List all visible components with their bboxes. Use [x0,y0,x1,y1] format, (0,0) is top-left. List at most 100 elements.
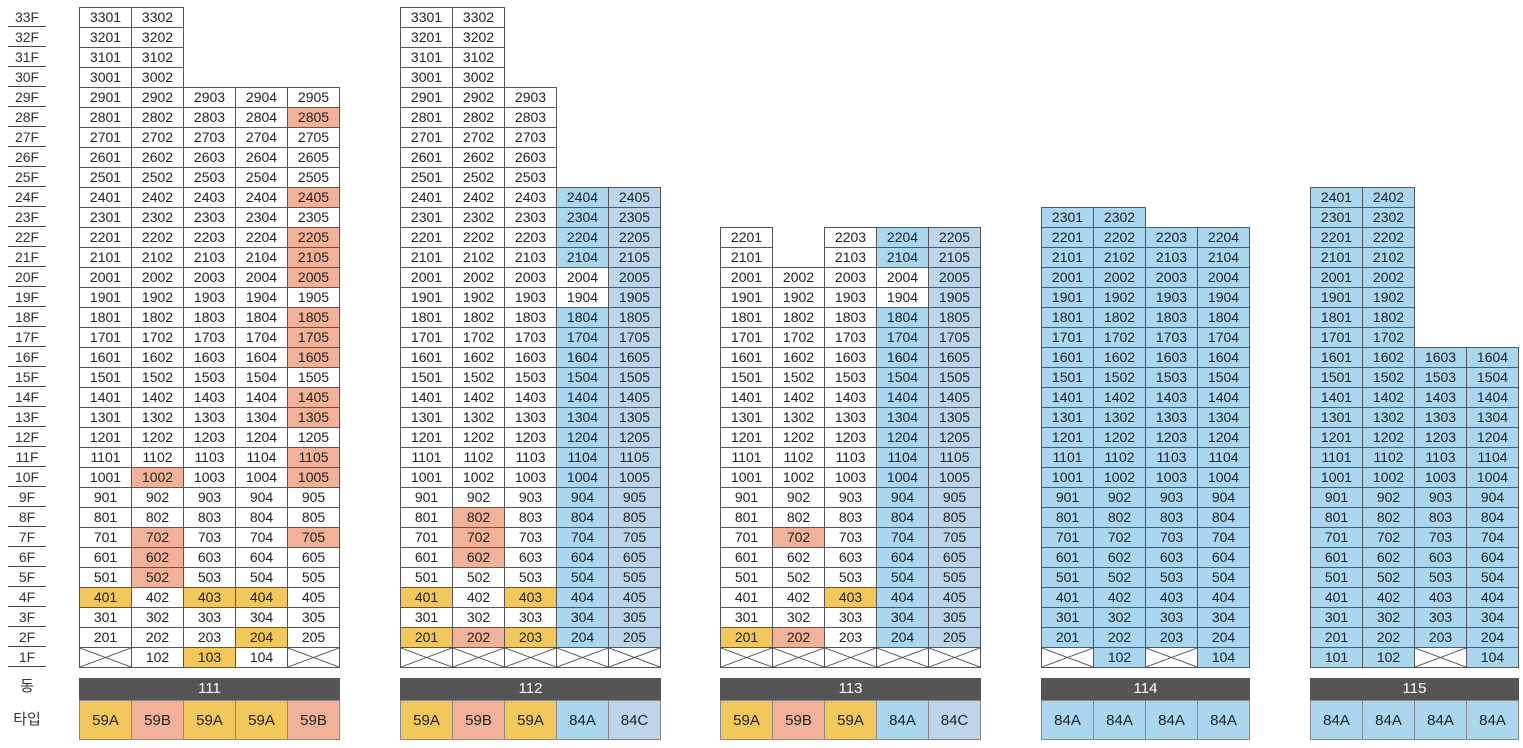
unit-cell: 302 [452,607,505,628]
unit-cell: 1701 [1041,327,1094,348]
unit-cell: 1401 [1041,387,1094,408]
unit-cell: 1704 [556,327,609,348]
unit-cell: 2501 [400,167,453,188]
unit-cell: 1801 [1041,307,1094,328]
unit-cell: 2703 [504,127,557,148]
unit-cell: 1304 [876,407,929,428]
unit-cell: 2503 [183,167,236,188]
unit-cell: 1904 [1197,287,1250,308]
unit-cell: 705 [608,527,661,548]
unit-cell: 1301 [720,407,773,428]
unit-cell: 602 [772,547,825,568]
unit-cell: 1402 [131,387,184,408]
unit-cell: 2903 [504,87,557,108]
unit-cell: 1401 [400,387,453,408]
unavailable-unit-cell [824,647,877,668]
unit-cell: 2301 [79,207,132,228]
unit-cell: 503 [1145,567,1198,588]
unit-cell: 405 [928,587,981,608]
unit-cell: 1002 [1362,467,1415,488]
unit-cell: 1104 [556,447,609,468]
unit-cell: 1303 [824,407,877,428]
unit-cell: 2004 [556,267,609,288]
unit-cell: 2004 [235,267,288,288]
unit-cell: 2104 [1197,247,1250,268]
unit-cell: 1804 [876,307,929,328]
unit-cell: 1403 [504,387,557,408]
unit-cell: 304 [1466,607,1519,628]
unit-cell: 203 [183,627,236,648]
unit-cell: 701 [400,527,453,548]
unit-cell: 1304 [235,407,288,428]
unit-cell: 1803 [504,307,557,328]
unit-cell: 504 [235,567,288,588]
unit-cell: 401 [79,587,132,608]
unit-cell: 204 [556,627,609,648]
unit-type-cell: 84A [1414,700,1467,740]
unit-cell: 303 [183,607,236,628]
unit-cell: 2105 [608,247,661,268]
unit-cell: 1205 [928,427,981,448]
unit-cell: 602 [1093,547,1146,568]
unit-cell: 501 [1041,567,1094,588]
unit-cell: 802 [452,507,505,528]
unit-cell: 1101 [79,447,132,468]
unit-cell: 1103 [504,447,557,468]
unit-cell: 901 [400,487,453,508]
unit-cell: 303 [824,607,877,628]
unit-cell: 1603 [1414,347,1467,368]
unit-cell: 803 [504,507,557,528]
unit-cell: 604 [1466,547,1519,568]
unit-cell: 2603 [504,147,557,168]
unit-cell: 1403 [1145,387,1198,408]
unit-cell: 605 [928,547,981,568]
unit-cell: 205 [928,627,981,648]
unavailable-unit-cell [608,647,661,668]
unit-cell: 1501 [1041,367,1094,388]
unit-cell: 504 [1466,567,1519,588]
unit-cell: 803 [1414,507,1467,528]
unit-cell: 1203 [504,427,557,448]
unit-cell: 2605 [287,147,340,168]
unit-cell: 1004 [876,467,929,488]
unit-type-cell: 84C [608,700,661,740]
unit-cell: 301 [720,607,773,628]
unit-type-cell: 84A [1093,700,1146,740]
floor-label: 1F [8,647,46,667]
unit-cell: 1501 [720,367,773,388]
unit-cell: 1405 [608,387,661,408]
unit-cell: 2504 [235,167,288,188]
unit-cell: 2301 [1310,207,1363,228]
unit-cell: 604 [876,547,929,568]
unit-cell: 1402 [772,387,825,408]
unit-cell: 2002 [1093,267,1146,288]
unit-cell: 1702 [131,327,184,348]
unit-cell: 2203 [824,227,877,248]
unit-cell: 3201 [400,27,453,48]
unit-cell: 1603 [504,347,557,368]
unit-cell: 1803 [183,307,236,328]
unit-cell: 3102 [452,47,505,68]
unit-cell: 1905 [287,287,340,308]
unit-cell: 704 [556,527,609,548]
unit-cell: 901 [1041,487,1094,508]
floor-label: 26F [8,147,46,167]
unit-cell: 1404 [556,387,609,408]
floor-label: 15F [8,367,46,387]
unit-cell: 2104 [876,247,929,268]
unit-cell: 2404 [556,187,609,208]
unit-cell: 1704 [1197,327,1250,348]
unit-cell: 1204 [1197,427,1250,448]
unit-cell: 802 [1362,507,1415,528]
unit-cell: 502 [1093,567,1146,588]
unit-cell: 1204 [235,427,288,448]
unit-cell: 603 [1414,547,1467,568]
unit-cell: 601 [1041,547,1094,568]
unit-cell: 1304 [1466,407,1519,428]
unit-cell: 2505 [287,167,340,188]
unit-cell: 1405 [928,387,981,408]
unit-cell: 1905 [608,287,661,308]
unit-cell: 1003 [1145,467,1198,488]
unit-cell: 1201 [1041,427,1094,448]
unit-cell: 2203 [183,227,236,248]
